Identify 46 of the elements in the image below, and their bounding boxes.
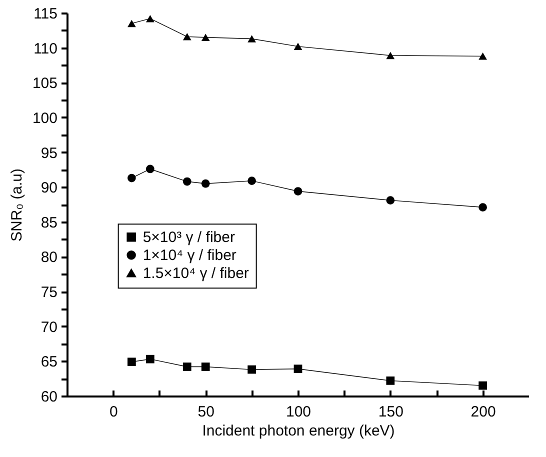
- y-tick-label: 115: [34, 6, 58, 22]
- y-tick-label: 85: [40, 214, 58, 232]
- x-tick-label: 100: [286, 404, 312, 420]
- point: [248, 365, 256, 374]
- y-tick-label: 75: [40, 284, 58, 302]
- y-tick-label: 80: [40, 249, 58, 266]
- y-tick-label: 65: [40, 354, 58, 371]
- point: [294, 187, 302, 196]
- point: [201, 362, 210, 371]
- x-axis-title: Incident photon energy (keV): [202, 422, 395, 440]
- y-axis-title: SNR₀ (a.u): [8, 168, 26, 242]
- point: [201, 34, 210, 41]
- x-tick-label: 150: [378, 404, 404, 420]
- y-tick-label: 110: [34, 40, 58, 58]
- point: [146, 164, 154, 174]
- point: [146, 14, 154, 22]
- point: [386, 376, 395, 385]
- point: [294, 364, 302, 374]
- point: [127, 174, 136, 182]
- point: [386, 52, 395, 60]
- legend-label: 1.5×10⁴ γ / fiber: [142, 265, 249, 282]
- point: [478, 52, 487, 60]
- point: [201, 179, 210, 188]
- point: [127, 358, 136, 366]
- point: [478, 203, 487, 212]
- point: [294, 42, 302, 50]
- y-tick-label: 105: [32, 75, 58, 92]
- point: [248, 176, 256, 185]
- x-tick-label: 50: [198, 404, 214, 420]
- y-tick-label: 90: [40, 180, 58, 197]
- legend-label: 5×10³ γ / fiber: [142, 229, 235, 246]
- y-tick-label: 95: [40, 144, 58, 162]
- x-tick-label: 0: [110, 404, 118, 420]
- point: [182, 33, 192, 40]
- point: [127, 20, 136, 28]
- point: [146, 354, 154, 364]
- point: [182, 177, 192, 186]
- y-tick-label: 70: [40, 318, 58, 336]
- point: [478, 381, 487, 390]
- point: [248, 35, 256, 42]
- point: [182, 362, 192, 371]
- legend-label: 1×10⁴ γ / fiber: [142, 247, 236, 264]
- point: [386, 196, 395, 204]
- y-tick-label: 100: [32, 110, 58, 127]
- y-tick-label: 60: [40, 388, 58, 406]
- x-tick-label: 200: [470, 404, 496, 420]
